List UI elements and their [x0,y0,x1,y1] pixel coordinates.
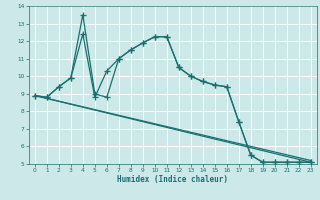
X-axis label: Humidex (Indice chaleur): Humidex (Indice chaleur) [117,175,228,184]
